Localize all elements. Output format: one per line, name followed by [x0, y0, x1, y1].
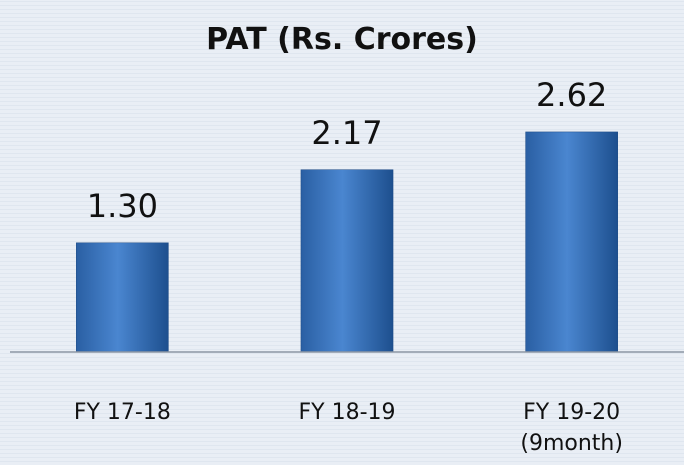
- value-label: 1.30: [86, 186, 158, 225]
- x-tick-label: FY 17-18: [73, 400, 171, 425]
- bar: [300, 169, 394, 353]
- x-tick-label: FY 18-19: [298, 400, 396, 425]
- chart-title: PAT (Rs. Crores): [206, 22, 478, 57]
- bar: [76, 242, 169, 353]
- bar: [525, 131, 618, 353]
- value-label: 2.17: [311, 113, 383, 152]
- x-tick-label: FY 19-20 (9month): [520, 400, 623, 456]
- value-label: 2.62: [536, 75, 608, 114]
